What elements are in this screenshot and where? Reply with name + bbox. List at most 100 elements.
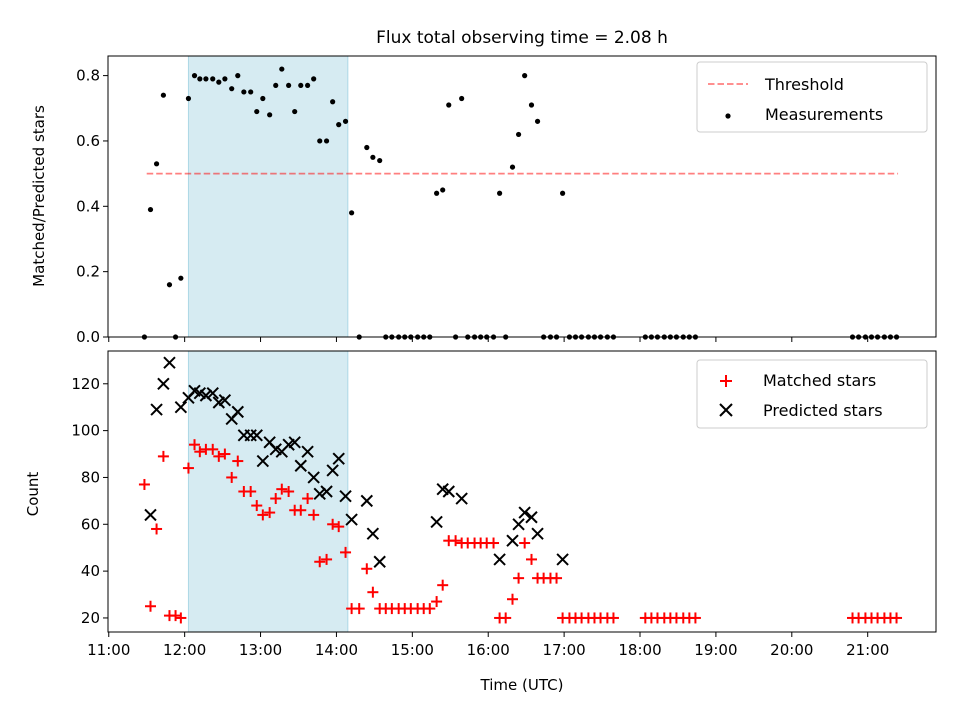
measurement-point: [323, 138, 330, 144]
matched-star-point: [431, 596, 443, 608]
matched-star-point: [525, 553, 537, 565]
observing-band: [187, 55, 349, 338]
matched-star-point: [450, 535, 462, 547]
matched-star-point: [270, 493, 282, 505]
measurement-point: [342, 118, 349, 124]
measurement-point: [267, 112, 273, 118]
predicted-star-point: [307, 471, 320, 484]
matched-star-point: [219, 448, 231, 460]
y-tick-label: 20: [81, 609, 100, 627]
top-y-ticks: 0.0 0.2 0.4 0.6 0.8: [76, 67, 108, 346]
matched-star-point: [488, 537, 500, 549]
measurement-point: [197, 76, 203, 82]
matched-star-point: [500, 612, 512, 624]
matched-star-point: [264, 507, 276, 519]
legend-predicted-swatch: [719, 403, 733, 417]
measurement-point: [459, 95, 465, 102]
measurement-point: [317, 138, 323, 144]
measurement-point: [203, 76, 209, 82]
x-tick-label: 16:00: [467, 641, 510, 659]
matched-star-point: [194, 446, 206, 458]
legend-predicted-label: Predicted stars: [763, 401, 883, 420]
matched-star-point: [607, 612, 619, 624]
x-tick-label: 21:00: [846, 641, 889, 659]
y-tick-label: 0.0: [76, 328, 100, 346]
predicted-star-point: [531, 527, 544, 540]
bottom-legend-box: [696, 359, 928, 429]
measurement-point: [166, 282, 173, 288]
matched-star-point: [891, 612, 903, 624]
bottom-legend: Matched stars Predicted stars: [696, 359, 928, 429]
matched-star-point: [340, 546, 352, 558]
predicted-star-point: [366, 527, 380, 540]
measurement-point: [185, 95, 192, 102]
legend-measurement-swatch: [725, 113, 731, 119]
y-tick-label: 120: [71, 375, 100, 393]
predicted-star-point: [313, 487, 326, 501]
measurement-point: [440, 187, 446, 193]
measurement-point: [370, 154, 376, 160]
predicted-star-point: [231, 405, 244, 419]
y-tick-label: 0.4: [76, 197, 100, 215]
matched-star-point: [333, 521, 345, 533]
matched-star-point: [353, 603, 365, 615]
legend-threshold-label: Threshold: [764, 75, 844, 94]
predicted-star-point: [455, 492, 468, 505]
matched-star-point: [175, 612, 187, 624]
measurement-point: [279, 66, 285, 72]
matched-star-point: [519, 537, 531, 549]
measurement-point: [305, 82, 311, 89]
bottom-axes-frame: [107, 350, 937, 633]
predicted-star-point: [250, 429, 263, 442]
matched-star-point: [151, 523, 163, 535]
measurement-point: [534, 118, 541, 124]
predicted-star-point: [326, 464, 339, 477]
matched-star-point: [157, 450, 169, 462]
matched-star-point: [437, 579, 449, 591]
predicted-star-point: [199, 389, 213, 402]
matched-star-point: [295, 504, 307, 516]
top-panel: 0.00.20.40.60.8 Matched/Predicted stars …: [30, 55, 937, 346]
matched-star-point: [213, 450, 225, 462]
measurement-point: [292, 108, 298, 115]
y-tick-label: 0.6: [76, 132, 100, 150]
predicted-star-point: [218, 393, 232, 407]
y-tick-label: 40: [81, 562, 100, 580]
matched-star-point: [276, 483, 288, 495]
matched-star-point: [170, 610, 182, 622]
measurement-point: [260, 95, 266, 102]
measurement-point: [446, 102, 452, 108]
matched-star-point: [424, 603, 436, 615]
measurement-point: [286, 82, 292, 89]
top-axes-frame: [107, 55, 937, 338]
legend-measurements-label: Measurements: [765, 105, 883, 124]
x-tick-label: 17:00: [543, 641, 586, 659]
matched-star-point: [251, 500, 263, 512]
x-tick-label: 19:00: [694, 641, 737, 659]
matched-star-point: [207, 443, 219, 455]
matched-star-point: [327, 518, 339, 530]
predicted-star-point: [206, 386, 219, 400]
matched-star-point: [314, 556, 326, 568]
top-legend-box: [696, 61, 928, 133]
measurement-point: [160, 92, 167, 98]
predicted-star-point: [345, 513, 358, 526]
matched-star-point: [689, 612, 701, 624]
predicted-star-point: [288, 436, 301, 449]
measurement-point: [298, 82, 304, 89]
measurement-point: [528, 102, 535, 108]
legend-matched-swatch: [720, 375, 732, 387]
predicted-stars-series: [144, 356, 569, 568]
legend-matched-label: Matched stars: [763, 371, 876, 390]
measurement-point: [509, 164, 516, 170]
top-legend: Threshold Measurements: [696, 61, 928, 133]
predicted-star-point: [525, 511, 538, 524]
measurement-point: [522, 73, 528, 79]
figure-title: Flux total observing time = 2.08 h: [376, 28, 668, 48]
x-tick-label: 13:00: [239, 641, 282, 659]
bottom-y-axis-label: Count: [24, 472, 42, 517]
matched-star-point: [551, 572, 563, 584]
matched-stars-series: [138, 439, 903, 624]
matched-star-point: [257, 509, 269, 521]
